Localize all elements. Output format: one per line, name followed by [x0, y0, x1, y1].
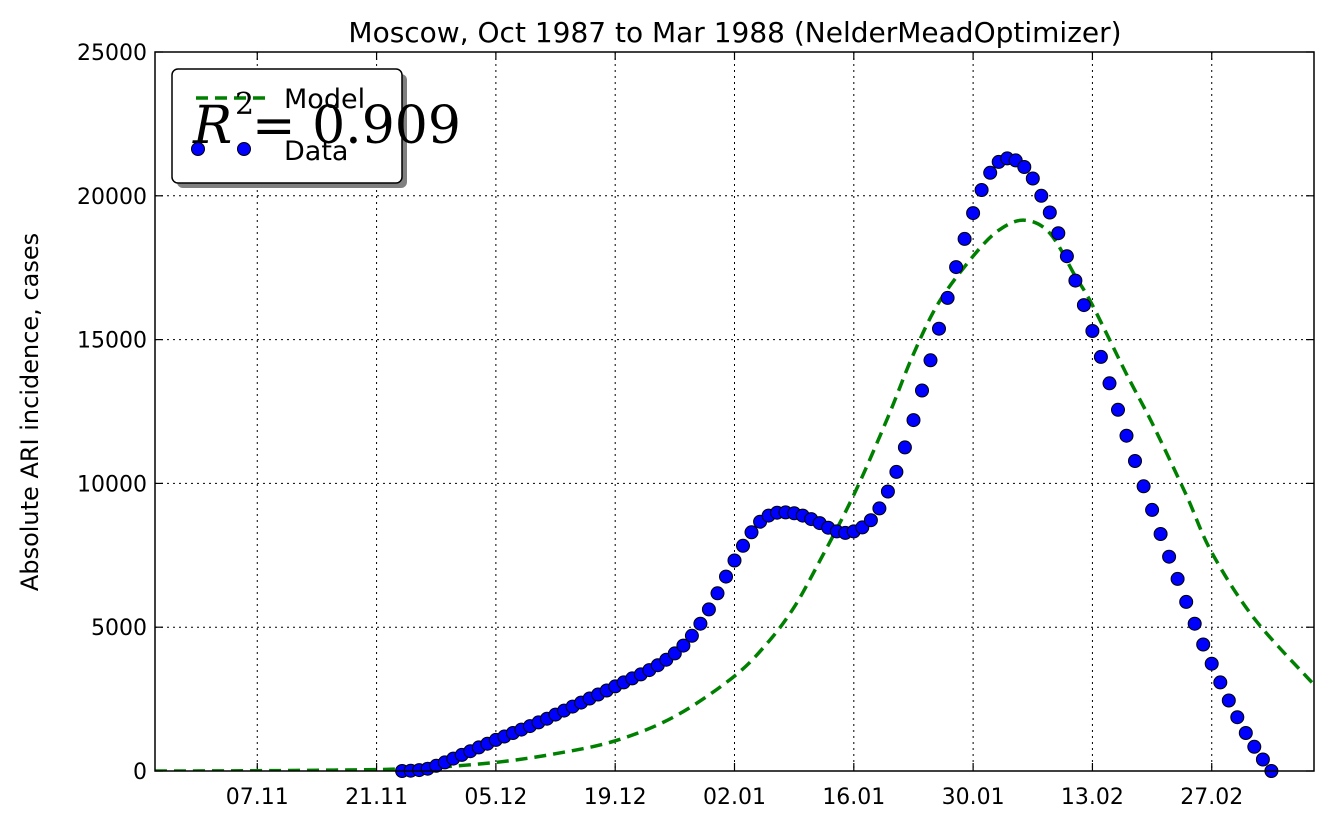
- x-tick-label: 05.12: [464, 785, 527, 810]
- data-point: [1255, 752, 1270, 767]
- data-point: [744, 525, 759, 540]
- data-point: [1093, 349, 1108, 364]
- data-point: [1025, 171, 1040, 186]
- model-series-line: [155, 218, 1314, 771]
- data-point: [1213, 675, 1228, 690]
- x-tick-label: 21.11: [345, 785, 408, 810]
- data-point: [1128, 454, 1142, 468]
- data-point: [863, 513, 878, 528]
- legend-data-marker: [191, 142, 205, 156]
- data-point: [1187, 616, 1202, 631]
- data-point: [897, 440, 912, 455]
- x-axis-ticks: 07.11 21.11 05.12 19.12 02.01 16.01 30.01 13.02…: [226, 52, 1243, 810]
- data-point: [1221, 693, 1236, 708]
- data-point: [932, 321, 946, 336]
- y-tick-label: 20000: [77, 185, 147, 210]
- data-point: [872, 501, 887, 516]
- x-tick-label: 02.01: [703, 785, 766, 810]
- data-point: [1145, 502, 1160, 517]
- data-point: [676, 638, 691, 653]
- x-tick-label: 07.11: [226, 785, 289, 810]
- r-squared-exponent: 2: [235, 87, 254, 122]
- y-axis-ticks: 0 5000 10000 15000 20000 25000: [77, 41, 1314, 785]
- data-point: [889, 464, 904, 479]
- data-point: [684, 628, 699, 643]
- y-tick-label: 5000: [91, 616, 147, 641]
- x-tick-label: 16.01: [822, 785, 885, 810]
- y-tick-label: 15000: [77, 329, 147, 354]
- data-point: [1034, 188, 1049, 203]
- r-squared-annotation: R 2 = 0.909: [192, 87, 461, 156]
- r-squared-base: R: [192, 96, 232, 156]
- data-point: [667, 646, 682, 661]
- legend-model-label: Model: [284, 84, 365, 115]
- data-point: [1059, 249, 1074, 264]
- legend-box: [171, 68, 403, 184]
- data-point: [1170, 571, 1185, 586]
- x-tick-label: 13.02: [1061, 785, 1124, 810]
- y-tick-label: 25000: [77, 41, 147, 66]
- data-point: [974, 183, 989, 197]
- data-point: [915, 383, 929, 398]
- data-point: [719, 569, 733, 584]
- x-tick-label: 27.02: [1180, 785, 1243, 810]
- data-point: [701, 602, 716, 617]
- data-point: [949, 260, 964, 275]
- data-point: [1238, 726, 1253, 740]
- data-point: [1179, 594, 1194, 609]
- data-point: [1153, 527, 1168, 541]
- y-tick-label: 10000: [77, 472, 147, 497]
- x-tick-label: 19.12: [584, 785, 647, 810]
- data-point: [1119, 428, 1134, 443]
- data-point: [906, 413, 921, 428]
- chart-title: Moscow, Oct 1987 to Mar 1988 (NelderMead…: [348, 16, 1121, 49]
- data-series-markers: [395, 151, 1279, 778]
- data-point: [983, 165, 998, 180]
- legend: Model Data: [171, 68, 407, 188]
- data-point: [693, 616, 708, 631]
- data-point: [1230, 710, 1245, 725]
- data-point: [1247, 739, 1262, 754]
- data-point: [966, 206, 981, 221]
- data-point: [1111, 402, 1125, 417]
- grid-lines: [155, 52, 1314, 771]
- legend-data-marker: [237, 142, 251, 156]
- data-point: [1204, 656, 1219, 671]
- data-point: [1051, 226, 1066, 241]
- data-point: [736, 538, 750, 553]
- data-point: [1196, 637, 1211, 652]
- data-point: [727, 553, 742, 568]
- y-axis-label: Absolute ARI incidence, cases: [16, 233, 44, 591]
- data-point: [1068, 273, 1083, 288]
- legend-data-label: Data: [284, 136, 348, 167]
- data-point: [1162, 549, 1177, 564]
- data-point: [1017, 160, 1032, 174]
- data-point: [710, 586, 725, 601]
- data-point: [1102, 376, 1117, 391]
- data-point: [923, 353, 938, 368]
- data-point: [1136, 479, 1151, 494]
- data-point: [1042, 205, 1057, 220]
- x-tick-label: 30.01: [942, 785, 1005, 810]
- data-point: [940, 290, 955, 305]
- data-point: [1085, 324, 1100, 338]
- data-point: [957, 231, 972, 246]
- y-tick-label: 0: [133, 760, 147, 785]
- plot-frame: [154, 51, 1315, 772]
- data-point: [880, 484, 895, 499]
- r-squared-value: = 0.909: [252, 96, 461, 156]
- data-point: [1076, 298, 1091, 313]
